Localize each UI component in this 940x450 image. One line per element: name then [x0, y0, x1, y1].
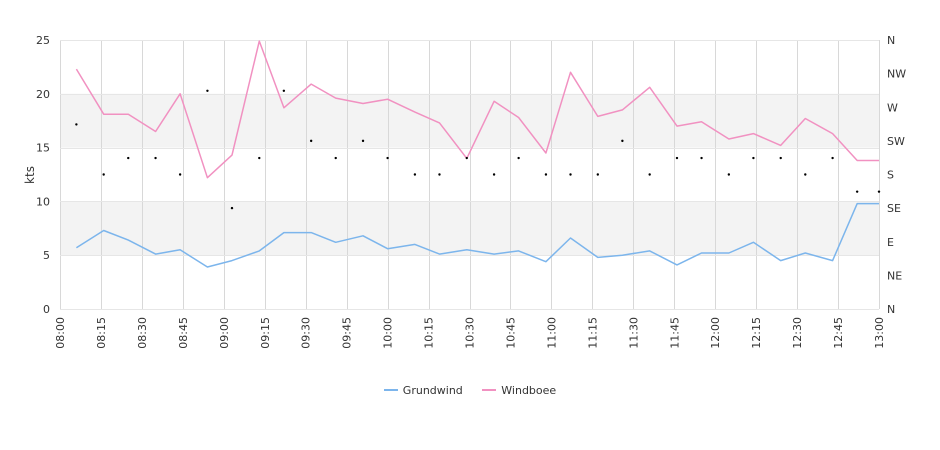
- direction-point: [675, 156, 679, 160]
- direction-point: [413, 173, 417, 176]
- direction-point: [727, 173, 731, 176]
- direction-point: [544, 173, 548, 176]
- direction-point: [309, 139, 313, 143]
- direction-axis: N NE E SE S SW W NW N: [887, 34, 906, 316]
- x-tick-label: 12:00: [709, 317, 722, 349]
- y-axis-title: kts: [23, 166, 37, 184]
- direction-tick-label: SW: [887, 135, 905, 148]
- direction-points: [75, 89, 881, 210]
- direction-point: [855, 190, 859, 193]
- legend-swatch-grundwind: [383, 389, 398, 391]
- direction-point: [700, 156, 703, 160]
- plot-bands: [60, 93, 879, 256]
- x-axis: 08:00 08:15 08:30 08:45 09:00 09:15 09:30 09:45…: [54, 317, 886, 349]
- x-tick-label: 09:30: [300, 317, 313, 349]
- y-axis: 0 5 10 15 20 25: [36, 34, 50, 316]
- direction-tick-label: E: [887, 236, 894, 249]
- direction-point: [569, 173, 572, 176]
- x-tick-label: 08:45: [177, 317, 190, 349]
- y-tick-label: 15: [36, 142, 50, 155]
- direction-point: [102, 173, 105, 176]
- x-tick-label: 13:00: [873, 317, 886, 349]
- legend-item-grundwind[interactable]: Grundwind: [383, 384, 463, 397]
- series-layer: [75, 40, 879, 268]
- legend-label-grundwind: Grundwind: [402, 384, 463, 397]
- plot-band-0: [60, 201, 879, 256]
- x-tick-label: 12:30: [791, 317, 804, 349]
- y-tick-label: 0: [43, 303, 50, 316]
- y-tick-label: 5: [43, 249, 50, 262]
- direction-point: [334, 156, 337, 160]
- direction-point: [465, 156, 468, 160]
- direction-point: [492, 173, 496, 176]
- direction-tick-label: S: [887, 169, 894, 182]
- y-tick-label: 10: [36, 195, 50, 208]
- direction-point: [178, 173, 182, 176]
- legend: Grundwind Windboee: [0, 384, 940, 397]
- direction-tick-label: W: [887, 101, 898, 114]
- direction-point: [361, 139, 365, 143]
- x-tick-label: 08:00: [54, 317, 67, 349]
- direction-point: [596, 173, 600, 176]
- x-tick-label: 09:00: [218, 317, 231, 349]
- direction-tick-label: NE: [887, 269, 902, 282]
- plot-band-1: [60, 93, 879, 148]
- direction-tick-label: N: [887, 34, 895, 47]
- direction-point: [621, 139, 624, 143]
- direction-point: [779, 156, 782, 160]
- x-tick-label: 10:30: [464, 317, 477, 349]
- legend-swatch-windboee: [482, 389, 497, 391]
- x-tick-label: 10:15: [423, 317, 436, 349]
- direction-point: [206, 89, 209, 93]
- direction-point: [831, 156, 834, 160]
- direction-point: [282, 89, 286, 93]
- direction-point: [804, 173, 807, 176]
- x-tick-label: 09:45: [341, 317, 354, 349]
- x-tick-label: 11:45: [668, 317, 681, 349]
- direction-tick-label: N: [887, 303, 895, 316]
- direction-point: [258, 156, 261, 160]
- direction-point: [75, 123, 78, 126]
- y-tick-label: 25: [36, 34, 50, 47]
- horizontal-gridlines: [60, 40, 879, 310]
- direction-point: [517, 156, 520, 160]
- legend-label-windboee: Windboee: [501, 384, 557, 397]
- direction-point: [154, 156, 157, 160]
- x-tick-label: 09:15: [259, 317, 272, 349]
- x-tick-label: 08:30: [136, 317, 149, 349]
- x-tick-label: 10:45: [504, 317, 517, 349]
- x-tick-label: 12:15: [750, 317, 763, 349]
- x-tick-label: 11:30: [627, 317, 640, 349]
- direction-point: [438, 173, 441, 176]
- vertical-gridlines: [60, 40, 880, 309]
- x-tick-label: 12:45: [832, 317, 845, 349]
- series-line-grundwind: [76, 202, 879, 268]
- direction-tick-label: NW: [887, 68, 906, 81]
- series-line-windboee: [75, 40, 879, 179]
- direction-point: [386, 156, 389, 160]
- direction-point: [648, 173, 651, 176]
- x-tick-label: 08:15: [95, 317, 108, 349]
- x-tick-label: 11:15: [586, 317, 599, 349]
- direction-point: [877, 190, 881, 193]
- direction-point: [230, 206, 234, 210]
- x-tick-label: 11:00: [545, 317, 558, 349]
- direction-tick-label: SE: [887, 202, 901, 215]
- direction-point: [127, 156, 130, 160]
- direction-point: [752, 156, 755, 160]
- y-tick-label: 20: [36, 88, 50, 101]
- legend-item-windboee[interactable]: Windboee: [482, 384, 556, 397]
- x-tick-label: 10:00: [382, 317, 395, 349]
